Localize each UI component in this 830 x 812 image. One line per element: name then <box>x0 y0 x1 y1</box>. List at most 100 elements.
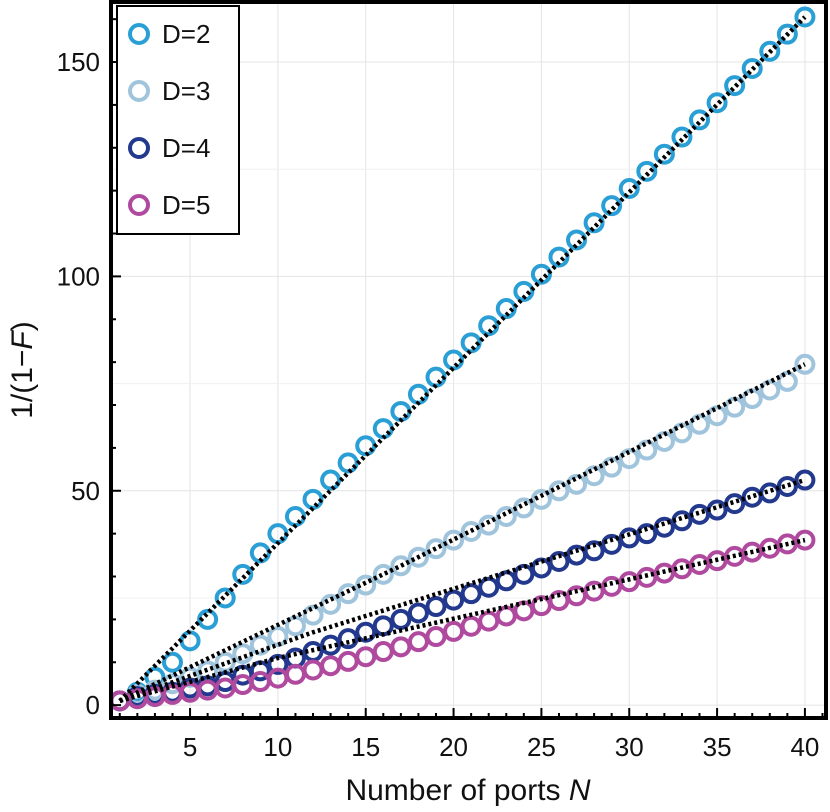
data-point <box>390 608 412 630</box>
data-point <box>337 650 359 672</box>
data-point <box>320 469 342 491</box>
data-point <box>443 589 465 611</box>
data-point <box>671 126 693 148</box>
data-point <box>407 546 429 568</box>
data-point <box>460 520 482 542</box>
data-point <box>478 576 500 598</box>
data-point <box>601 533 623 555</box>
data-point <box>443 349 465 371</box>
data-point <box>548 480 570 502</box>
data-point <box>636 523 658 545</box>
data-point <box>249 671 271 693</box>
data-point <box>636 160 658 182</box>
data-point <box>460 615 482 637</box>
data-point <box>776 23 798 45</box>
data-point <box>724 75 746 97</box>
data-point <box>548 551 570 573</box>
data-point <box>478 315 500 337</box>
data-point <box>355 621 377 643</box>
data-point <box>337 452 359 474</box>
y-tick-label: 50 <box>71 476 100 506</box>
data-point <box>372 641 394 663</box>
data-point <box>583 540 605 562</box>
legend-label: D=2 <box>162 19 210 49</box>
legend-marker <box>128 137 150 159</box>
x-tick-label: 20 <box>439 732 468 762</box>
data-point <box>530 488 552 510</box>
fit-line <box>118 362 806 703</box>
data-point <box>443 529 465 551</box>
legend-marker <box>128 23 150 45</box>
fit-line <box>118 15 807 703</box>
data-point <box>513 497 535 519</box>
data-point <box>337 628 359 650</box>
data-point <box>425 596 447 618</box>
x-tick-label: 5 <box>183 732 197 762</box>
legend-label: D=3 <box>162 76 210 106</box>
data-point <box>337 583 359 605</box>
x-axis-label: Number of ports N <box>345 774 590 807</box>
data-point <box>460 583 482 605</box>
data-point <box>689 503 711 525</box>
data-point <box>478 514 500 536</box>
data-point <box>460 332 482 354</box>
fit-line <box>119 477 806 704</box>
y-tick-label: 0 <box>86 690 100 720</box>
data-point <box>636 439 658 461</box>
data-point <box>267 626 289 648</box>
data-point <box>653 143 675 165</box>
plot-frame <box>109 0 828 720</box>
data-point <box>214 651 236 673</box>
fit-line <box>119 537 806 704</box>
data-point <box>302 659 324 681</box>
data-point <box>249 634 271 656</box>
series-2 <box>109 353 816 712</box>
data-point <box>689 109 711 131</box>
y-tick-label: 100 <box>57 261 100 291</box>
data-point <box>320 634 342 656</box>
data-point <box>232 643 254 665</box>
data-point <box>407 602 429 624</box>
data-point <box>513 563 535 585</box>
data-point <box>232 563 254 585</box>
data-point <box>706 405 728 427</box>
data-point <box>478 610 500 632</box>
data-point <box>566 229 588 251</box>
data-point <box>601 195 623 217</box>
legend-marker <box>128 80 150 102</box>
data-point <box>372 563 394 585</box>
data-point <box>425 538 447 560</box>
data-point <box>513 280 535 302</box>
data-point <box>794 469 816 491</box>
series-4 <box>109 529 816 712</box>
data-point <box>425 626 447 648</box>
data-point <box>214 587 236 609</box>
x-tick-label: 15 <box>351 732 380 762</box>
data-point <box>390 555 412 577</box>
data-point <box>706 92 728 114</box>
data-point <box>794 529 816 551</box>
x-tick-label: 25 <box>527 732 556 762</box>
data-point <box>776 475 798 497</box>
data-point <box>653 516 675 538</box>
fit-lines <box>118 15 807 704</box>
data-point <box>390 636 412 658</box>
data-point <box>776 370 798 392</box>
tick-labels: 5 10 15 20 25 30 35 40 0 50 100 150 <box>57 47 820 762</box>
data-point <box>618 448 640 470</box>
data-point <box>583 465 605 487</box>
data-point <box>320 655 342 677</box>
y-axis-label: 1/(1−F) <box>6 321 39 419</box>
data-point <box>724 493 746 515</box>
data-point <box>407 631 429 653</box>
y-tick-label: 150 <box>57 47 100 77</box>
legend-label: D=5 <box>162 190 210 220</box>
x-tick-label: 30 <box>615 732 644 762</box>
data-point <box>689 413 711 435</box>
legend-label: D=4 <box>162 133 210 163</box>
data-point <box>495 570 517 592</box>
x-tick-label: 35 <box>703 732 732 762</box>
data-point <box>302 604 324 626</box>
x-tick-label: 40 <box>790 732 819 762</box>
